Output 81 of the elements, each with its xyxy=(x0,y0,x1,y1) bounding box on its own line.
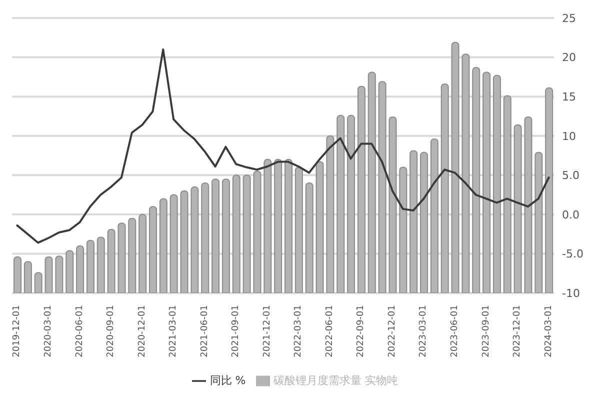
y-tick-label: 20 xyxy=(562,51,576,64)
y-tick-label: -5.0 xyxy=(562,248,584,261)
x-tick-label: 2023-03-01 xyxy=(418,305,429,358)
bar xyxy=(534,152,543,293)
bar xyxy=(357,86,366,293)
bar xyxy=(326,135,334,293)
x-tick-label: 2023-09-01 xyxy=(481,305,492,358)
bar xyxy=(128,218,136,293)
bar xyxy=(284,158,292,293)
x-tick-label: 2020-03-01 xyxy=(43,305,54,358)
bar xyxy=(180,190,188,293)
bar xyxy=(76,245,84,293)
bar xyxy=(274,158,282,293)
x-tick-label: 2024-03-01 xyxy=(544,305,554,358)
bar xyxy=(482,72,491,293)
y-tick-label: 15 xyxy=(562,90,576,104)
bar xyxy=(66,250,74,293)
line-series xyxy=(16,48,550,244)
bar xyxy=(190,186,199,293)
x-tick-label: 2023-12-01 xyxy=(512,305,523,358)
bar xyxy=(149,206,157,293)
bar xyxy=(232,174,240,293)
x-tick-label: 2021-06-01 xyxy=(200,305,210,358)
bar xyxy=(107,228,116,293)
y-tick-label: 25 xyxy=(562,12,576,25)
x-tick-label: 2020-06-01 xyxy=(74,305,85,358)
x-tick-label: 2021-03-01 xyxy=(168,305,179,358)
bar xyxy=(514,124,522,293)
bar xyxy=(201,182,210,293)
bar xyxy=(253,170,262,293)
legend-label: 同比 % xyxy=(210,374,246,387)
bar xyxy=(430,138,438,293)
x-tick-label: 2020-09-01 xyxy=(106,305,116,358)
x-tick-label: 2021-12-01 xyxy=(262,305,272,358)
bar xyxy=(212,178,220,293)
bar xyxy=(492,74,501,293)
bar xyxy=(420,152,428,293)
bar xyxy=(138,214,147,293)
bar xyxy=(305,182,314,293)
bar xyxy=(347,114,356,293)
bar xyxy=(472,67,480,293)
x-tick-label: 2019-12-01 xyxy=(12,305,22,358)
bar xyxy=(316,161,324,293)
x-tick-label: 2023-06-01 xyxy=(450,305,460,358)
bar xyxy=(503,95,512,293)
bar xyxy=(118,222,126,293)
bar xyxy=(399,166,408,293)
bar xyxy=(86,240,94,293)
bar xyxy=(55,256,64,293)
legend-label: 碳酸锂月度需求量 实物吨 xyxy=(274,374,398,387)
bar xyxy=(159,198,168,293)
x-tick-label: 2022-09-01 xyxy=(356,305,366,358)
y-tick-label: 0.0 xyxy=(562,208,580,222)
bar xyxy=(44,256,53,293)
y-tick-label: 5.0 xyxy=(562,169,580,182)
bar xyxy=(24,261,32,293)
y-tick-label: -10 xyxy=(562,286,580,300)
bar xyxy=(242,174,251,293)
bar xyxy=(524,116,532,293)
x-tick-label: 2021-09-01 xyxy=(231,305,242,358)
bar xyxy=(440,84,449,293)
bar xyxy=(222,178,230,293)
x-tick-label: 2022-06-01 xyxy=(324,305,335,358)
bar xyxy=(410,150,418,293)
y-tick-label: 10 xyxy=(562,130,576,143)
bar xyxy=(388,116,397,293)
bar xyxy=(451,42,460,293)
bar xyxy=(96,236,105,293)
bar xyxy=(34,272,42,293)
bar xyxy=(264,158,272,293)
bar xyxy=(294,166,303,293)
bar xyxy=(545,87,554,293)
bar xyxy=(14,256,22,293)
bar xyxy=(462,54,470,293)
x-tick-label: 2022-03-01 xyxy=(294,305,304,358)
x-tick-label: 2022-12-01 xyxy=(387,305,398,358)
bar xyxy=(368,72,376,293)
x-tick-label: 2020-12-01 xyxy=(137,305,148,358)
bar xyxy=(336,114,345,293)
bar xyxy=(378,81,386,293)
bar xyxy=(170,194,178,293)
